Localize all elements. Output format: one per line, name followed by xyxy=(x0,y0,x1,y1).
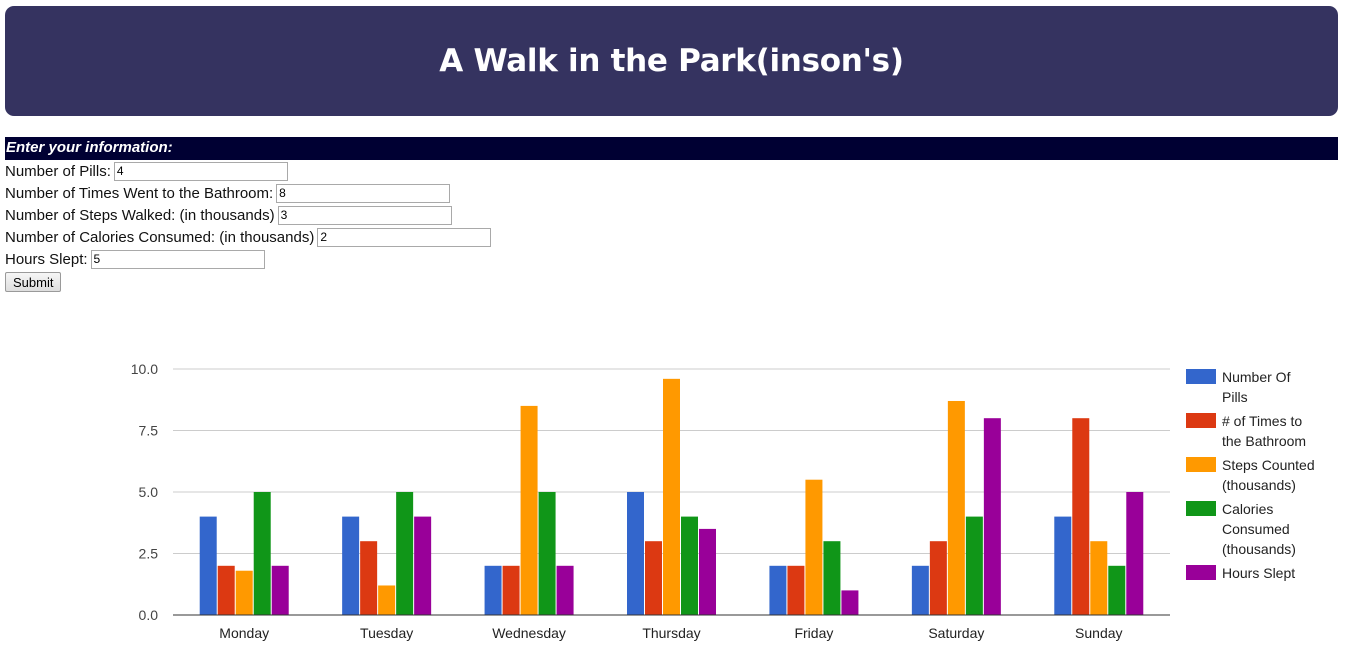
bar xyxy=(396,492,414,615)
x-tick-label: Sunday xyxy=(1075,625,1122,641)
bar xyxy=(983,418,1001,615)
bathroom-row: Number of Times Went to the Bathroom: xyxy=(5,182,491,204)
bar xyxy=(502,565,520,615)
steps-row: Number of Steps Walked: (in thousands) xyxy=(5,204,491,226)
bar xyxy=(929,541,947,615)
calories-row: Number of Calories Consumed: (in thousan… xyxy=(5,226,492,248)
pills-label: Number of Pills: xyxy=(5,162,111,180)
page-title: A Walk in the Park(inson's) xyxy=(439,43,904,79)
bar xyxy=(271,565,289,615)
calories-label: Number of Calories Consumed: (in thousan… xyxy=(5,228,315,246)
sleep-label: Hours Slept: xyxy=(5,250,88,268)
calories-input[interactable] xyxy=(317,227,492,247)
legend-entry: Number Of Pills xyxy=(1222,369,1291,405)
pills-row: Number of Pills: xyxy=(5,160,491,182)
form-title: Enter your information: xyxy=(5,137,1338,160)
x-tick-label: Thursday xyxy=(642,625,700,641)
sleep-row: Hours Slept: xyxy=(5,248,491,270)
bar xyxy=(538,492,556,615)
sleep-input[interactable] xyxy=(90,249,265,269)
bar xyxy=(681,516,698,615)
legend-entry: Steps Counted (thousands) xyxy=(1222,457,1315,493)
bar xyxy=(378,585,396,615)
legend-entry: Calories Consumed (thousands) xyxy=(1222,501,1296,557)
bar xyxy=(663,378,680,615)
steps-input[interactable] xyxy=(277,205,452,225)
bar xyxy=(360,541,378,615)
bar xyxy=(627,492,644,615)
bathroom-input[interactable] xyxy=(276,183,451,203)
bar xyxy=(699,528,716,615)
bar xyxy=(235,570,253,615)
legend-swatch xyxy=(1186,369,1216,384)
submit-button[interactable]: Submit xyxy=(5,272,62,292)
y-tick-label: 0.0 xyxy=(139,607,159,623)
x-tick-label: Saturday xyxy=(928,625,984,641)
y-tick-label: 7.5 xyxy=(139,423,159,439)
bar xyxy=(217,565,235,615)
bar xyxy=(1072,418,1090,615)
bar xyxy=(1126,492,1144,615)
legend-swatch xyxy=(1186,413,1216,428)
y-tick-label: 5.0 xyxy=(139,484,159,500)
x-tick-label: Monday xyxy=(219,625,269,641)
legend-swatch xyxy=(1186,501,1216,516)
bar xyxy=(769,565,787,615)
legend-swatch xyxy=(1186,565,1216,580)
y-tick-label: 2.5 xyxy=(139,546,159,562)
bar xyxy=(787,565,805,615)
bar xyxy=(841,590,859,615)
legend-swatch xyxy=(1186,457,1216,472)
bar xyxy=(911,565,929,615)
bar xyxy=(414,516,432,615)
bar xyxy=(484,565,502,615)
bar xyxy=(1108,565,1126,615)
legend-entry: # of Times to the Bathroom xyxy=(1222,413,1306,449)
bar xyxy=(253,492,271,615)
bar xyxy=(342,516,360,615)
pills-input[interactable] xyxy=(113,161,288,181)
bar xyxy=(556,565,574,615)
y-tick-label: 10.0 xyxy=(131,361,158,377)
bar xyxy=(947,400,965,615)
x-tick-label: Wednesday xyxy=(492,625,566,641)
x-tick-label: Friday xyxy=(794,625,833,641)
bar xyxy=(1054,516,1072,615)
bar xyxy=(1090,541,1108,615)
app-header: A Walk in the Park(inson's) xyxy=(5,6,1338,116)
bathroom-label: Number of Times Went to the Bathroom: xyxy=(5,184,274,202)
bar xyxy=(520,405,538,615)
bar xyxy=(805,479,823,615)
legend-entry: Hours Slept xyxy=(1222,565,1295,581)
bar xyxy=(965,516,983,615)
bar xyxy=(645,541,662,615)
info-form: Number of Pills: Number of Times Went to… xyxy=(5,160,492,292)
steps-label: Number of Steps Walked: (in thousands) xyxy=(5,206,275,224)
bar xyxy=(199,516,217,615)
x-tick-label: Tuesday xyxy=(360,625,413,641)
bar xyxy=(823,541,841,615)
